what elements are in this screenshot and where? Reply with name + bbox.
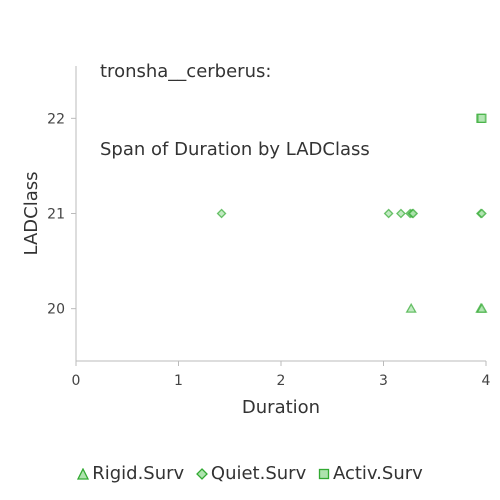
legend-label: Quiet.Surv (210, 463, 307, 484)
y-tick-label: 21 (47, 207, 65, 223)
x-axis-title: Duration (242, 397, 320, 418)
triangle-icon (77, 467, 90, 480)
chart-title: tronsha__cerberus: Span of Duration by L… (100, 7, 370, 189)
legend-item-activ-surv[interactable]: Activ.Surv (318, 463, 423, 484)
y-axis-title: LADClass (21, 172, 42, 256)
y-tick-label: 22 (47, 111, 65, 127)
point-quiet-surv (383, 208, 394, 219)
point-quiet-surv (396, 208, 406, 219)
y-tick-label: 20 (47, 302, 65, 318)
point-quiet-surv (408, 208, 419, 219)
diamond-icon (195, 467, 208, 480)
point-rigid-surv (476, 302, 488, 313)
legend-item-quiet-surv[interactable]: Quiet.Surv (195, 463, 307, 484)
legend: Rigid.Surv Quiet.Surv Activ.Surv (0, 463, 500, 485)
x-tick-label: 4 (482, 373, 491, 389)
chart-title-line-2: Span of Duration by LADClass (100, 139, 370, 160)
x-tick-label: 1 (174, 373, 183, 389)
x-tick-label: 0 (72, 373, 81, 389)
x-tick-label: 2 (277, 373, 286, 389)
legend-label: Activ.Surv (332, 463, 423, 484)
x-tick-label: 3 (379, 373, 388, 389)
chart-title-line-1: tronsha__cerberus: (100, 61, 272, 82)
square-icon (318, 468, 330, 479)
point-activ-surv (477, 113, 487, 123)
point-rigid-surv (405, 302, 417, 313)
point-quiet-surv (476, 208, 487, 219)
legend-item-rigid-surv[interactable]: Rigid.Surv (77, 463, 184, 484)
legend-label: Rigid.Surv (92, 463, 185, 484)
axes: 0 1 2 3 4 20 21 22 (47, 66, 491, 389)
point-quiet-surv (216, 208, 227, 219)
data-points (216, 113, 488, 313)
